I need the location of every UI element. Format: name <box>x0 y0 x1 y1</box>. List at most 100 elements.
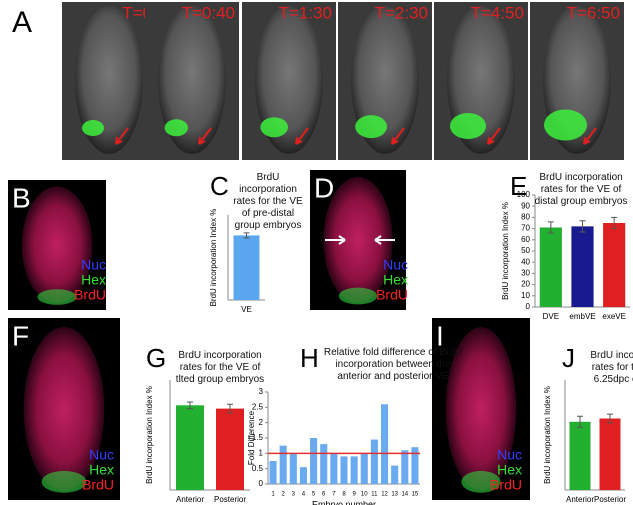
y-tick-label: 90 <box>521 201 530 210</box>
hex-stain <box>37 289 77 305</box>
x-tick-label: 5 <box>312 492 316 498</box>
embryo-stain <box>323 177 393 303</box>
hex-signal <box>355 115 387 139</box>
y-tick-label: 1.5 <box>252 433 264 442</box>
legend-entry: Hex <box>497 462 522 478</box>
hex-signal <box>450 113 486 139</box>
y-tick-label: 1 <box>259 448 264 457</box>
y-tick-label: 20 <box>521 280 530 289</box>
x-tick-label: 8 <box>342 492 346 498</box>
legend-entry: BrdU <box>376 287 408 303</box>
y-tick-label: 2.5 <box>252 402 264 411</box>
hex-stain <box>41 470 87 493</box>
x-tick-label: 4 <box>302 492 306 498</box>
embryo <box>158 6 226 154</box>
legend-entry: Hex <box>81 272 106 288</box>
time-label: T=0:40 <box>182 3 235 22</box>
legend-entry: Nuc <box>383 257 408 273</box>
y-tick-label: 70 <box>521 224 530 233</box>
arrow <box>295 127 309 145</box>
y-axis-label: BrdU incorporation Index % <box>501 202 510 300</box>
embryo-stain <box>23 327 105 491</box>
x-tick-label: 7 <box>332 492 336 498</box>
time-label: T=0 <box>122 3 152 22</box>
x-tick-label: 9 <box>352 492 356 498</box>
panel-label: C <box>210 171 229 201</box>
hex-signal <box>164 119 188 137</box>
bar <box>401 450 409 484</box>
bar <box>279 445 287 484</box>
bar <box>391 465 399 484</box>
bar <box>350 456 358 484</box>
x-tick-label: exeVE <box>602 312 626 321</box>
time-label: T=6:50 <box>567 3 620 22</box>
chart-title: BrdU incorporation rates for the VE of 6… <box>590 350 633 385</box>
x-tick-label: Posterior <box>214 495 246 504</box>
bar <box>216 408 244 490</box>
hex-stain <box>338 287 378 305</box>
x-tick-label: 10 <box>361 492 368 498</box>
x-tick-label: 2 <box>282 492 286 498</box>
time-label: T=2:30 <box>375 3 428 22</box>
legend-entry: Hex <box>383 272 408 288</box>
arrow <box>391 127 405 145</box>
x-axis-label: Embryo number <box>312 499 376 505</box>
error-bar <box>607 413 613 424</box>
panel-label: I <box>436 320 444 351</box>
legend-entry: BrdU <box>74 287 106 303</box>
error-bar <box>611 216 618 230</box>
y-axis-label: BrdU incorporation Index % <box>145 386 154 484</box>
bar <box>411 447 419 484</box>
y-tick-label: 0 <box>526 302 531 311</box>
y-axis-label: Fold Difference <box>247 410 256 465</box>
panel-label: B <box>12 182 31 213</box>
bar <box>310 438 318 484</box>
embryo-stain <box>445 327 517 491</box>
bar <box>269 461 277 484</box>
panel-label: E <box>510 171 527 201</box>
hex-stain <box>461 470 501 493</box>
y-tick-label: 60 <box>521 235 530 244</box>
y-tick-label: 3 <box>259 387 264 396</box>
panel-label: J <box>562 343 575 373</box>
x-tick-label: VE <box>241 305 252 314</box>
chart-title: BrdU incorporation rates for the VE of d… <box>534 172 628 207</box>
bar <box>299 467 308 484</box>
bar <box>289 453 297 484</box>
bar <box>330 453 338 484</box>
x-tick-label: 14 <box>401 492 408 498</box>
error-bar <box>579 220 586 233</box>
bar <box>176 405 204 490</box>
y-tick-label: 50 <box>521 246 530 255</box>
time-label: T=4:50 <box>471 3 524 22</box>
chart-title: Relative fold difference of BrdU incorpo… <box>323 347 463 382</box>
bar <box>569 421 591 490</box>
time-label: T=1:30 <box>279 3 332 22</box>
embryo <box>75 6 143 154</box>
y-tick-label: 0 <box>259 479 264 488</box>
y-axis-label: BrdU incorporation Index % <box>543 386 552 484</box>
arrow <box>583 127 597 145</box>
bar <box>603 223 626 307</box>
panel-label: D <box>314 172 334 203</box>
x-tick-label: 13 <box>391 492 398 498</box>
x-tick-label: embVE <box>569 312 595 321</box>
arrow <box>374 235 395 245</box>
hex-signal <box>82 120 104 136</box>
embryo <box>255 6 323 154</box>
chart-title: BrdU incorporation rates for the VE of t… <box>175 350 265 385</box>
x-tick-label: 15 <box>412 492 419 498</box>
y-tick-label: 10 <box>521 291 530 300</box>
legend-entry: Nuc <box>81 257 106 273</box>
error-bar <box>227 403 233 414</box>
panel-label: H <box>300 343 319 373</box>
arrow <box>325 235 346 245</box>
bar <box>340 456 348 484</box>
panel-label: A <box>12 6 32 39</box>
bar <box>370 439 378 484</box>
legend-entry: BrdU <box>490 477 522 493</box>
error-bar <box>243 232 250 239</box>
bar <box>599 418 621 490</box>
